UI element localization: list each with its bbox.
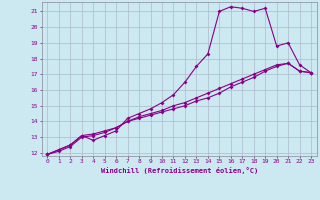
X-axis label: Windchill (Refroidissement éolien,°C): Windchill (Refroidissement éolien,°C) <box>100 167 258 174</box>
